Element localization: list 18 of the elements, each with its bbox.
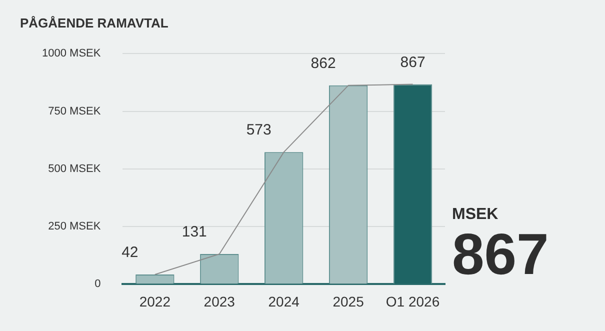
y-tick-label: 500 MSEK xyxy=(48,162,102,175)
x-tick-label: 2022 xyxy=(139,293,171,310)
text: 867 xyxy=(452,222,549,287)
y-tick-label: 1000 MSEK xyxy=(42,48,102,60)
y-tick-label: 250 MSEK xyxy=(48,220,102,233)
data-label: 131 xyxy=(182,224,207,241)
x-tick-label: O1 2026 xyxy=(386,293,440,310)
data-label: 862 xyxy=(310,55,336,72)
data-label: 573 xyxy=(246,122,272,139)
y-tick-label: 750 MSEK xyxy=(48,105,102,118)
data-label: 867 xyxy=(400,54,426,71)
y-tick-label: 0 xyxy=(94,278,101,290)
x-tick-label: 2023 xyxy=(204,293,236,310)
x-tick-label: 2025 xyxy=(332,293,364,310)
data-label: 42 xyxy=(122,244,138,262)
chart-title: PÅGÅENDE RAMAVTAL xyxy=(20,15,168,30)
x-tick-label: 2024 xyxy=(268,293,300,310)
text: MSEK xyxy=(452,206,500,224)
